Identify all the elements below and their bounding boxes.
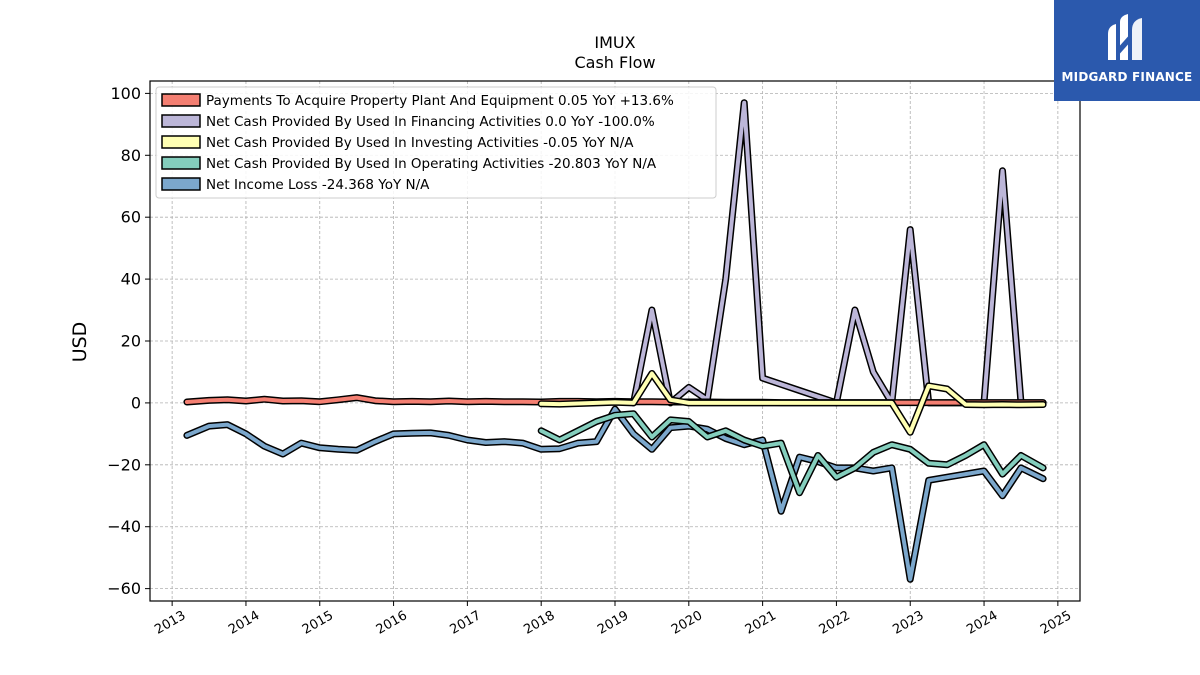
x-tick-label: 2022 xyxy=(817,608,853,638)
series-stroke xyxy=(539,411,1046,495)
y-axis: −60 −40 −20 0 20 40 60 80 100 xyxy=(107,84,150,598)
legend-label: Net Income Loss -24.368 YoY N/A xyxy=(206,177,430,193)
legend-item: Net Income Loss -24.368 YoY N/A xyxy=(161,177,430,193)
series-layer xyxy=(183,99,1047,583)
x-tick-label: 2016 xyxy=(374,608,410,638)
legend-item: Payments To Acquire Property Plant And E… xyxy=(161,93,674,109)
y-tick-label: −60 xyxy=(107,579,141,598)
legend-label: Payments To Acquire Property Plant And E… xyxy=(206,93,674,109)
chart-subtitle: Cash Flow xyxy=(574,53,655,72)
legend-item: Net Cash Provided By Used In Financing A… xyxy=(161,114,655,130)
midgard-finance-logo: MIDGARD FINANCE xyxy=(1054,0,1200,101)
legend-label: Net Cash Provided By Used In Operating A… xyxy=(206,156,657,172)
legend-swatch xyxy=(161,156,201,170)
legend-label: Net Cash Provided By Used In Financing A… xyxy=(206,114,655,130)
legend-swatch xyxy=(161,93,201,107)
y-tick-label: 100 xyxy=(110,84,141,103)
logo-text: MIDGARD FINANCE xyxy=(1061,70,1193,84)
y-tick-label: 40 xyxy=(121,270,141,289)
legend-swatch xyxy=(161,114,201,128)
x-tick-label: 2017 xyxy=(448,608,484,638)
x-tick-label: 2018 xyxy=(521,608,557,638)
legend-item: Net Cash Provided By Used In Operating A… xyxy=(161,156,657,172)
series-stroke xyxy=(184,407,1046,582)
x-axis: 2013 2014 2015 2016 2017 2018 2019 2020 2021 2022… xyxy=(152,601,1074,638)
x-tick-label: 2024 xyxy=(964,608,1000,638)
legend-label: Net Cash Provided By Used In Investing A… xyxy=(206,135,634,151)
chart-title: IMUX xyxy=(594,33,635,52)
x-tick-label: 2013 xyxy=(152,608,188,638)
x-tick-label: 2019 xyxy=(595,608,631,638)
x-tick-label: 2015 xyxy=(300,608,336,638)
x-tick-label: 2025 xyxy=(1038,608,1074,638)
x-tick-label: 2014 xyxy=(226,608,262,638)
legend-box xyxy=(155,86,717,199)
x-tick-label: 2021 xyxy=(743,608,779,638)
midgard-logo-icon xyxy=(1108,14,1142,60)
y-tick-label: −40 xyxy=(107,517,141,536)
y-tick-label: 80 xyxy=(121,146,141,165)
series-line xyxy=(183,405,1047,583)
legend-item: Net Cash Provided By Used In Investing A… xyxy=(161,135,634,151)
y-tick-label: −20 xyxy=(107,455,141,474)
series-stroke xyxy=(539,371,1046,435)
legend-swatch xyxy=(161,135,201,149)
legend: Payments To Acquire Property Plant And E… xyxy=(155,86,717,199)
series-line xyxy=(537,410,1047,497)
y-tick-label: 0 xyxy=(131,393,141,412)
x-tick-label: 2020 xyxy=(669,608,705,638)
x-tick-label: 2023 xyxy=(890,608,926,638)
y-tick-label: 60 xyxy=(121,208,141,227)
y-axis-label: USD xyxy=(69,322,91,363)
y-tick-label: 20 xyxy=(121,332,141,351)
series-line xyxy=(537,370,1047,436)
legend-swatch xyxy=(161,177,201,191)
